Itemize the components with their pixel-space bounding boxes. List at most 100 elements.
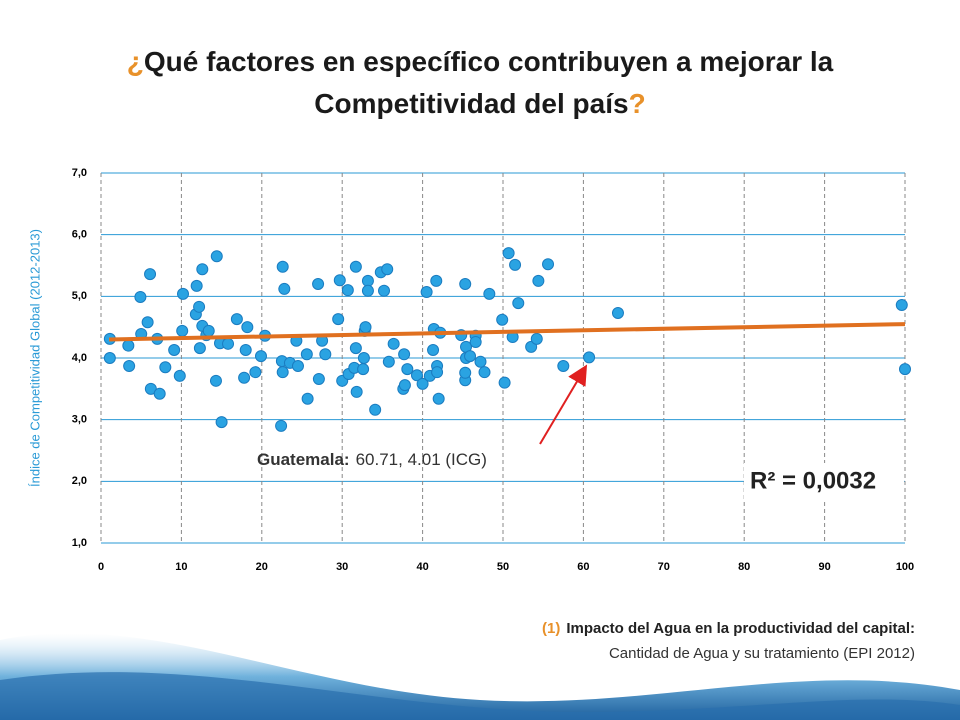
point bbox=[349, 260, 362, 273]
point bbox=[241, 321, 254, 334]
point bbox=[144, 268, 157, 281]
plot: 1,0 2,0 3,0 4,0 5,0 6,0 7,0 0 10 20 30 40 50 60 70 80 90… bbox=[72, 167, 914, 573]
point bbox=[176, 324, 189, 337]
y-axis-label: Índice de Competitividad Global (2012-20… bbox=[27, 229, 42, 487]
x-tick-label: 0 bbox=[98, 561, 104, 573]
point bbox=[420, 286, 433, 299]
point bbox=[542, 258, 555, 271]
point bbox=[190, 279, 203, 292]
x-tick-label: 30 bbox=[336, 561, 348, 573]
title-line-1: ¿Qué factores en específico contribuyen … bbox=[127, 46, 834, 77]
point bbox=[398, 379, 411, 392]
x-tick-label: 40 bbox=[416, 561, 428, 573]
point bbox=[168, 343, 181, 356]
water-wave-dark bbox=[0, 672, 960, 720]
point bbox=[496, 313, 509, 326]
point bbox=[301, 392, 314, 405]
y-tick-label: 1,0 bbox=[72, 537, 87, 549]
point bbox=[193, 342, 206, 355]
annotation: Guatemala: 60.71, 4.01 (ICG) bbox=[257, 450, 487, 469]
point bbox=[276, 260, 289, 273]
point bbox=[382, 355, 395, 368]
point bbox=[378, 284, 391, 297]
x-tick-label: 10 bbox=[175, 561, 187, 573]
point bbox=[483, 287, 496, 300]
x-tick-label: 20 bbox=[256, 561, 268, 573]
annotation-label: Guatemala: bbox=[257, 450, 350, 469]
footnote-text: Cantidad de Agua y su tratamiento (EPI 2… bbox=[609, 645, 915, 662]
footnote-title: (1) Impacto del Agua en la productividad … bbox=[542, 620, 915, 637]
point bbox=[431, 366, 444, 379]
point bbox=[895, 298, 908, 311]
point bbox=[530, 332, 543, 345]
annotation-arrow bbox=[539, 364, 588, 445]
y-tick-label: 3,0 bbox=[72, 414, 87, 426]
point bbox=[459, 366, 472, 379]
point bbox=[478, 366, 491, 379]
point bbox=[173, 369, 186, 382]
title-text: Competitividad del país bbox=[314, 88, 628, 119]
title-mark: ¿ bbox=[127, 46, 144, 77]
point bbox=[361, 284, 374, 297]
x-tick-label: 60 bbox=[577, 561, 589, 573]
point bbox=[350, 385, 363, 398]
y-tick-label: 2,0 bbox=[72, 475, 87, 487]
point bbox=[153, 387, 166, 400]
footnote-heading: Impacto del Agua en la productividad del… bbox=[566, 620, 915, 637]
point bbox=[398, 348, 411, 361]
point bbox=[122, 339, 135, 352]
point bbox=[359, 321, 372, 334]
point bbox=[357, 352, 370, 364]
point bbox=[222, 337, 235, 350]
x-tick-label: 50 bbox=[497, 561, 509, 573]
point bbox=[432, 392, 445, 405]
point bbox=[196, 263, 209, 276]
point bbox=[357, 363, 370, 376]
y-tick-label: 5,0 bbox=[72, 290, 87, 302]
r-squared: R² = 0,0032 bbox=[750, 467, 876, 494]
point bbox=[239, 343, 252, 356]
point bbox=[134, 290, 147, 303]
point bbox=[381, 263, 394, 276]
point bbox=[899, 363, 911, 376]
point bbox=[410, 369, 423, 382]
point bbox=[525, 340, 538, 353]
point bbox=[300, 348, 313, 361]
x-tick-label: 70 bbox=[658, 561, 670, 573]
point bbox=[319, 348, 332, 361]
point bbox=[193, 300, 206, 313]
title-text: Qué factores en específico contribuyen a… bbox=[144, 46, 834, 77]
point bbox=[349, 342, 362, 355]
point bbox=[474, 355, 487, 368]
point bbox=[427, 343, 440, 356]
y-tick-label: 6,0 bbox=[72, 229, 87, 241]
point bbox=[141, 316, 154, 329]
point bbox=[464, 350, 477, 363]
footnote-number: (1) bbox=[542, 620, 560, 637]
x-tick-label: 100 bbox=[896, 561, 914, 573]
point bbox=[291, 360, 304, 373]
point bbox=[333, 274, 346, 287]
x-tick-label: 90 bbox=[818, 561, 830, 573]
point bbox=[249, 366, 262, 379]
point bbox=[238, 371, 251, 384]
point bbox=[512, 297, 525, 310]
point bbox=[611, 306, 624, 319]
point bbox=[209, 374, 222, 387]
point bbox=[103, 352, 116, 364]
point bbox=[254, 350, 267, 363]
point bbox=[583, 351, 596, 364]
point bbox=[312, 278, 325, 290]
point bbox=[123, 360, 136, 373]
point bbox=[557, 360, 570, 373]
point bbox=[459, 278, 472, 290]
y-tick-label: 7,0 bbox=[72, 167, 87, 179]
annotation-text: 60.71, 4.01 (ICG) bbox=[356, 450, 487, 469]
point bbox=[532, 274, 545, 287]
point bbox=[387, 337, 400, 350]
point bbox=[275, 419, 288, 432]
r2-background bbox=[744, 463, 904, 501]
point bbox=[469, 335, 482, 348]
point bbox=[416, 377, 429, 390]
point bbox=[341, 284, 354, 297]
